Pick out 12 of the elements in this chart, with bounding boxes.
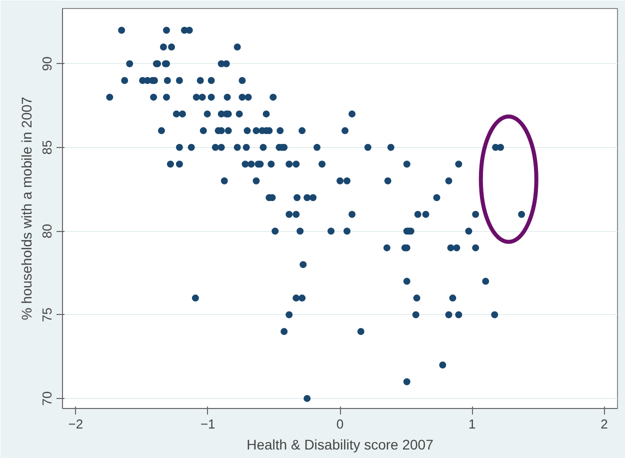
x-axis-title: Health & Disability score 2007 — [246, 436, 434, 452]
x-tick-label: 2 — [600, 416, 608, 432]
x-tick-label: −1 — [200, 416, 216, 432]
y-tick-label: 80 — [40, 224, 54, 238]
y-tick-label: 90 — [40, 56, 54, 71]
y-tick-label: 75 — [40, 308, 54, 322]
y-axis-title: % households with a mobile in 2007 — [18, 96, 34, 320]
y-tick-label: 85 — [40, 140, 54, 155]
y-tick-label: 70 — [40, 391, 54, 406]
x-tick-label: −2 — [68, 416, 84, 432]
x-tick-label: 1 — [468, 416, 476, 432]
x-tick-label: 0 — [336, 416, 344, 432]
